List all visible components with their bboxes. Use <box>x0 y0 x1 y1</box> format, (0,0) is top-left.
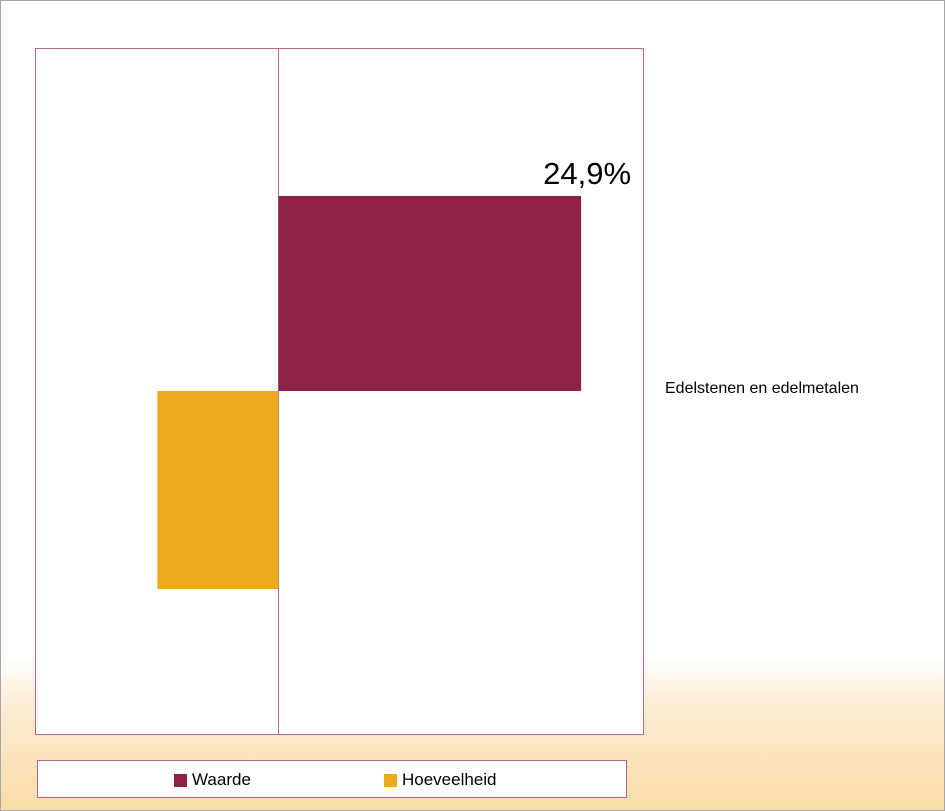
plot-area <box>35 48 644 735</box>
bar-hoeveelheid <box>157 391 279 589</box>
legend: Waarde Hoeveelheid <box>37 760 627 798</box>
legend-item-waarde: Waarde <box>174 770 251 790</box>
legend-item-hoeveelheid: Hoeveelheid <box>384 770 497 790</box>
bar-waarde <box>278 196 582 391</box>
legend-swatch-hoeveelheid <box>384 773 397 787</box>
data-label-waarde: 24,9% <box>543 156 631 191</box>
legend-swatch-waarde <box>174 773 187 787</box>
category-label: Edelstenen en edelmetalen <box>665 380 859 397</box>
legend-label-waarde: Waarde <box>192 770 251 789</box>
legend-label-hoeveelheid: Hoeveelheid <box>402 770 497 789</box>
